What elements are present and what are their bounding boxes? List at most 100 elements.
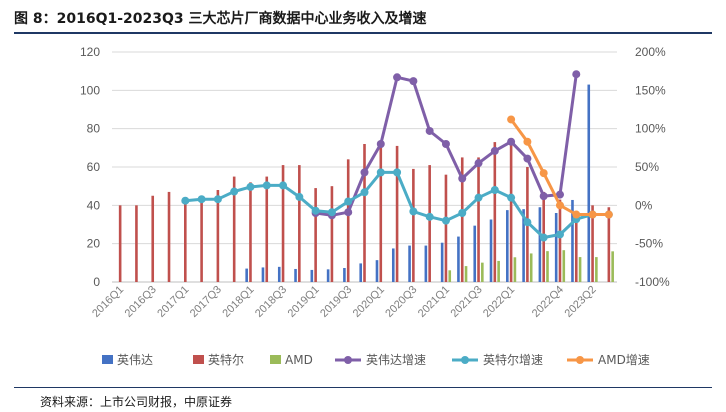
bar-intel (281, 165, 285, 282)
intel-growth-point (360, 188, 369, 197)
bar-intel (412, 168, 415, 282)
intel-growth-point (409, 207, 418, 216)
x-axis-tick-label: 2017Q3 (188, 284, 224, 320)
bar-amd (546, 251, 549, 282)
nvidia-growth-point (539, 192, 548, 201)
x-axis-tick-label: 2018Q3 (253, 284, 289, 320)
bar-nvidia (359, 263, 362, 282)
bar-amd (448, 270, 452, 282)
intel-growth-point (344, 197, 353, 206)
bar-nvidia (424, 245, 428, 282)
legend-intel-label: 英特尔 (208, 352, 244, 367)
bar-intel (379, 144, 383, 282)
left-axis-tick-label: 20 (87, 237, 101, 251)
bar-nvidia (473, 225, 477, 282)
x-axis-tick-label: 2016Q3 (123, 284, 159, 320)
source-rule (14, 387, 712, 388)
intel-growth-point (376, 168, 385, 177)
bar-amd (611, 251, 614, 282)
bar-intel (184, 201, 187, 282)
nvidia-growth-point (344, 208, 353, 217)
legend-nvidia-growth-label: 英伟达增速 (366, 353, 426, 367)
bar-amd (595, 257, 598, 282)
bar-intel (314, 188, 317, 282)
bar-amd (562, 250, 566, 282)
legend-intel-swatch (193, 355, 204, 364)
left-axis-tick-label: 0 (93, 275, 100, 289)
bar-intel (428, 165, 431, 282)
bar-intel (607, 207, 611, 282)
bar-intel (395, 145, 399, 282)
right-axis-tick-label: -100% (635, 275, 670, 289)
bar-intel (265, 176, 269, 282)
nvidia-growth-point (555, 190, 564, 199)
intel-growth-point (295, 192, 304, 201)
bar-nvidia (391, 248, 395, 282)
x-axis-tick-label: 2018Q1 (220, 284, 256, 320)
x-axis-tick-label: 2023Q2 (563, 284, 599, 320)
bar-nvidia (245, 268, 248, 282)
bar-intel (558, 199, 562, 282)
nvidia-growth-point (507, 137, 516, 146)
figure-title: 图 8：2016Q1-2023Q3 三大芯片厂商数据中心业务收入及增速 (14, 11, 427, 27)
nvidia-growth-point (409, 77, 418, 86)
bar-nvidia (538, 207, 542, 282)
bar-intel (216, 190, 220, 282)
x-axis-tick-label: 2016Q1 (90, 284, 126, 320)
bar-nvidia (343, 268, 346, 282)
nvidia-growth-point (376, 140, 385, 148)
intel-growth-point (441, 216, 450, 225)
right-axis-tick-label: -50% (635, 237, 663, 251)
intel-growth-point (327, 208, 336, 217)
bar-amd (464, 266, 468, 282)
intel-growth-point (474, 193, 483, 202)
bar-nvidia (261, 267, 265, 282)
x-axis-tick-label: 2020Q3 (383, 284, 419, 320)
bar-nvidia (326, 269, 330, 282)
legend-amd-growth-marker (576, 356, 584, 364)
intel-growth-point (197, 195, 206, 204)
left-axis-tick-label: 60 (87, 160, 101, 174)
amd-growth-point (507, 115, 516, 124)
bar-intel (493, 142, 497, 282)
intel-growth-point (539, 233, 548, 242)
intel-growth-point (279, 181, 288, 190)
nvidia-growth-point (474, 159, 483, 168)
bar-nvidia (294, 268, 297, 282)
legend-nvidia-growth-marker (344, 356, 352, 364)
right-axis-tick-label: 0% (635, 198, 653, 212)
intel-growth-point (246, 182, 255, 191)
bar-nvidia (277, 266, 281, 282)
bar-nvidia (408, 245, 411, 282)
bar-amd (513, 257, 517, 282)
nvidia-growth-point (425, 126, 434, 135)
legend-nvidia-swatch (102, 355, 113, 364)
intel-growth-point (458, 209, 467, 217)
bar-intel (249, 182, 252, 282)
bar-intel (591, 205, 594, 282)
bar-nvidia (310, 269, 314, 282)
left-axis-tick-label: 40 (87, 198, 101, 212)
x-axis-tick-label: 2019Q1 (286, 284, 322, 320)
nvidia-growth-point (441, 140, 450, 148)
bar-nvidia (457, 236, 460, 282)
bar-nvidia (587, 84, 591, 282)
bar-amd (481, 262, 484, 282)
x-axis-tick-label: 2022Q1 (481, 284, 517, 320)
bar-nvidia (506, 210, 509, 282)
nvidia-growth-point (393, 73, 402, 82)
left-axis-tick-label: 100 (80, 83, 100, 97)
intel-growth-point (555, 230, 564, 239)
intel-growth-point (523, 218, 532, 227)
bar-nvidia (440, 242, 444, 282)
amd-growth-point (572, 210, 581, 219)
amd-growth-point (555, 201, 564, 210)
bar-intel (298, 165, 301, 282)
bar-intel (151, 195, 155, 282)
bar-nvidia (571, 199, 574, 282)
bar-intel (346, 159, 350, 282)
left-axis-tick-label: 80 (87, 122, 101, 136)
intel-growth-point (262, 181, 271, 190)
source-note: 资料来源：上市公司财报，中原证券 (40, 395, 233, 409)
legend-intel-growth-label: 英特尔增速 (483, 352, 543, 367)
